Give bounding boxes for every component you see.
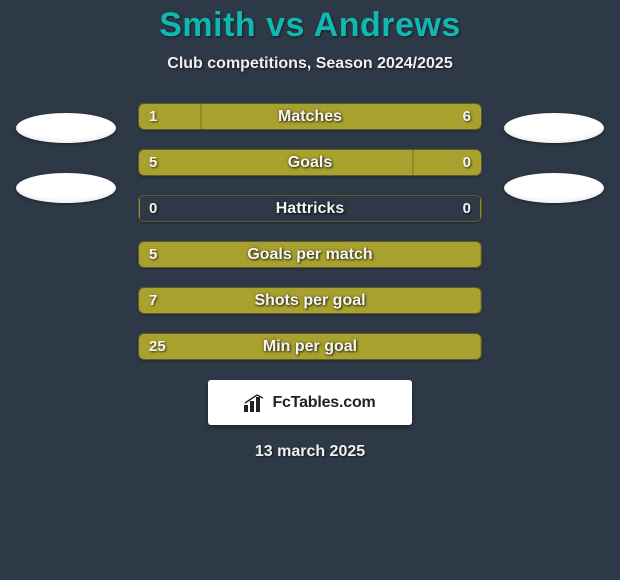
stat-bar: Hattricks0 0 <box>138 195 482 222</box>
stat-bar-left-segment <box>139 242 481 267</box>
stat-bar-right-segment <box>201 104 481 129</box>
stat-bars: Matches16 Goals50 Hattricks0 0 Goals per mat… <box>138 103 482 360</box>
page-title: Smith vs Andrews <box>0 6 620 45</box>
source-badge-text: FcTables.com <box>272 394 375 412</box>
stat-bar-left-segment <box>139 150 413 175</box>
player-photo-placeholder <box>504 113 604 143</box>
comparison-body: Matches16 Goals50 Hattricks0 0 Goals per mat… <box>0 103 620 360</box>
stat-bar: Matches16 <box>138 103 482 130</box>
stat-bar: Goals per match5 <box>138 241 482 268</box>
stat-bar-left-segment <box>139 196 140 221</box>
stat-value-left: 0 <box>149 196 157 221</box>
stat-bar-right-segment <box>480 242 481 267</box>
stat-label: Hattricks <box>139 196 481 221</box>
right-player-column <box>500 103 610 203</box>
snapshot-date: 13 march 2025 <box>0 443 620 461</box>
stat-value-right: 0 <box>463 196 471 221</box>
stat-bar-right-segment <box>480 288 481 313</box>
stat-bar-left-segment <box>139 288 481 313</box>
stat-bar-right-segment <box>480 196 481 221</box>
stat-bar-left-segment <box>139 334 481 359</box>
left-player-column <box>10 103 120 203</box>
stat-bar: Min per goal25 <box>138 333 482 360</box>
player-photo-placeholder <box>16 113 116 143</box>
team-logo-placeholder <box>504 173 604 203</box>
stat-bar: Shots per goal7 <box>138 287 482 314</box>
stat-bar-right-segment <box>413 150 481 175</box>
comparison-card: Smith vs Andrews Club competitions, Seas… <box>0 0 620 580</box>
stat-bar-left-segment <box>139 104 201 129</box>
source-badge[interactable]: FcTables.com <box>208 380 412 425</box>
team-logo-placeholder <box>16 173 116 203</box>
stat-bar: Goals50 <box>138 149 482 176</box>
chart-icon <box>244 394 266 412</box>
stat-bar-right-segment <box>480 334 481 359</box>
subtitle: Club competitions, Season 2024/2025 <box>0 55 620 73</box>
